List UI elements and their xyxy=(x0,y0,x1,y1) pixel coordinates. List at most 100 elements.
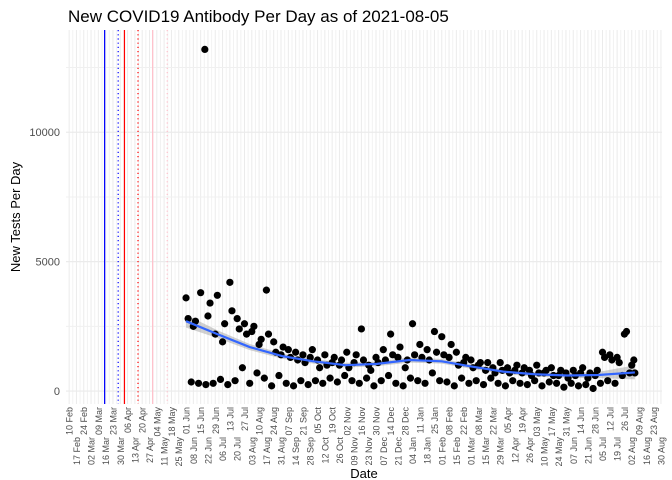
x-tick-label: 24 Feb xyxy=(79,407,89,435)
data-point xyxy=(611,379,619,387)
x-tick-label: 23 Aug xyxy=(649,407,659,435)
data-point xyxy=(233,314,241,323)
x-tick-label: 04 May xyxy=(152,407,162,437)
data-point xyxy=(319,379,327,387)
data-point xyxy=(359,356,368,364)
x-tick-label: 17 Feb xyxy=(72,437,82,465)
x-tick-label: 09 Aug xyxy=(635,407,645,435)
data-point xyxy=(414,377,422,385)
x-tick-label: 22 Mar xyxy=(488,407,498,435)
data-point xyxy=(246,379,254,387)
data-point xyxy=(202,380,210,389)
data-point xyxy=(363,374,371,382)
data-point xyxy=(197,289,205,297)
x-tick-label: 17 Aug xyxy=(262,437,272,465)
data-point xyxy=(250,322,258,330)
data-point xyxy=(384,371,393,380)
data-point xyxy=(533,361,541,369)
data-point xyxy=(411,351,419,359)
data-point xyxy=(187,378,195,386)
x-tick-label: 03 Aug xyxy=(247,437,257,465)
data-point xyxy=(297,377,305,385)
data-point xyxy=(341,371,349,380)
data-point xyxy=(226,278,234,286)
data-point xyxy=(213,291,221,299)
data-point xyxy=(235,325,243,333)
x-tick-label: 26 Oct xyxy=(335,437,345,464)
data-point xyxy=(401,364,409,372)
x-tick-label: 10 May xyxy=(540,437,550,467)
data-point xyxy=(547,364,555,372)
data-point xyxy=(289,382,298,390)
data-point xyxy=(379,346,387,354)
x-tick-label: 07 Jun xyxy=(569,437,579,464)
x-tick-label: 16 Nov xyxy=(357,407,367,436)
x-tick-label: 06 Apr xyxy=(123,407,133,433)
chart-title: New COVID19 Antibody Per Day as of 2021-… xyxy=(68,7,449,26)
data-point xyxy=(596,379,605,387)
data-point xyxy=(316,364,324,372)
data-point xyxy=(282,379,290,387)
data-point xyxy=(262,286,271,294)
data-point xyxy=(479,380,488,389)
x-tick-label: 05 Jul xyxy=(598,437,608,461)
x-tick-label: 10 Aug xyxy=(255,407,265,435)
data-point xyxy=(421,379,429,387)
x-tick-label: 16 Mar xyxy=(101,437,111,465)
x-tick-label: 19 Apr xyxy=(518,407,528,433)
data-point xyxy=(447,340,455,349)
x-tick-label: 15 Feb xyxy=(452,437,462,465)
data-point xyxy=(240,320,249,328)
data-point xyxy=(270,338,278,346)
x-tick-label: 01 Jun xyxy=(182,407,192,434)
data-points xyxy=(182,45,639,393)
x-tick-label: 17 May xyxy=(547,407,557,437)
data-point xyxy=(299,351,307,359)
data-point xyxy=(472,377,480,385)
data-point xyxy=(304,380,312,389)
x-tick-label: 28 Dec xyxy=(401,407,411,436)
data-point xyxy=(194,379,203,387)
x-tick-label: 16 Aug xyxy=(642,437,652,465)
x-tick-label: 02 Aug xyxy=(627,437,637,465)
data-point xyxy=(438,333,446,341)
data-point xyxy=(209,379,217,387)
x-tick-label: 23 Nov xyxy=(364,437,374,466)
x-tick-label: 10 Feb xyxy=(65,407,75,435)
x-tick-label: 31 Aug xyxy=(277,437,287,465)
data-point xyxy=(308,346,316,354)
x-tick-label: 04 Jan xyxy=(408,437,418,464)
data-point xyxy=(387,330,395,338)
data-point xyxy=(476,358,484,367)
data-point xyxy=(457,374,466,382)
data-point xyxy=(216,375,225,384)
x-tick-label: 22 Feb xyxy=(459,407,469,435)
data-point xyxy=(396,343,404,351)
x-tick-label: 13 Jul xyxy=(225,407,235,431)
data-point xyxy=(311,377,320,385)
data-point xyxy=(432,348,441,356)
x-tick-label: 24 Aug xyxy=(269,407,279,435)
data-point xyxy=(218,338,227,346)
x-tick-label: 12 Apr xyxy=(510,437,520,463)
data-point xyxy=(615,358,623,367)
data-point xyxy=(622,327,631,336)
data-point xyxy=(604,377,612,385)
x-tick-label: 31 May xyxy=(561,407,571,437)
y-tick-label: 10000 xyxy=(29,127,60,139)
x-tick-label: 01 Feb xyxy=(437,437,447,465)
y-axis-title: New Tests Per Day xyxy=(8,161,23,272)
data-point xyxy=(416,340,424,349)
y-tick-label: 0 xyxy=(54,386,60,398)
data-point xyxy=(343,348,351,356)
x-tick-label: 01 Mar xyxy=(466,437,476,465)
data-point xyxy=(560,383,568,391)
x-tick-label: 28 Sep xyxy=(306,437,316,466)
data-point xyxy=(487,374,495,382)
data-point xyxy=(201,45,209,54)
x-tick-label: 09 Nov xyxy=(350,437,360,466)
x-tick-label: 11 Jan xyxy=(415,407,425,433)
x-tick-label: 30 Mar xyxy=(116,437,126,465)
data-point xyxy=(630,356,638,364)
data-point xyxy=(184,314,192,323)
